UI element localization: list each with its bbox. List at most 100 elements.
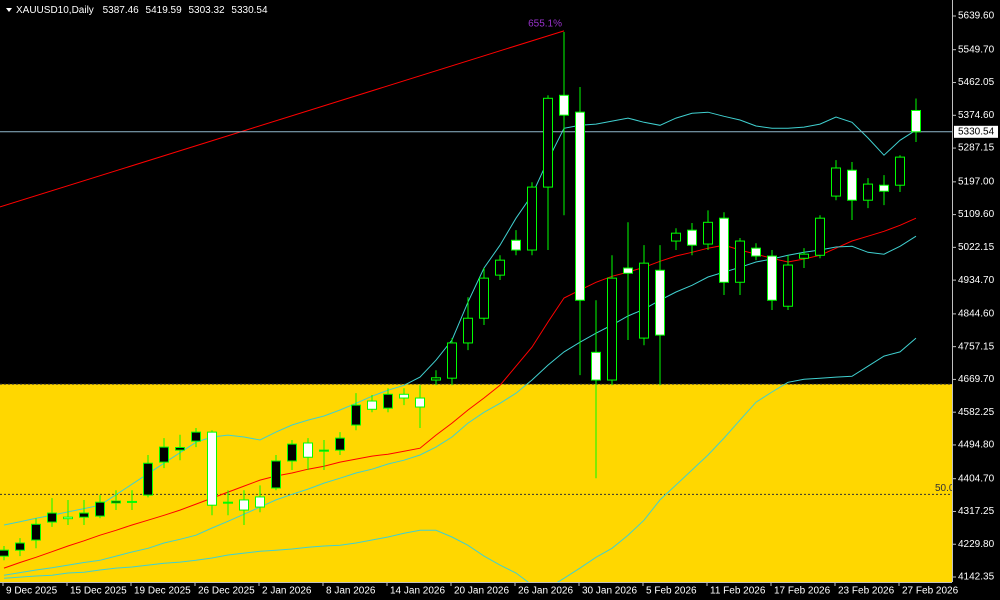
candle-body bbox=[607, 277, 617, 381]
candle-body bbox=[191, 431, 201, 442]
x-tick-label: 27 Feb 2026 bbox=[902, 586, 959, 597]
candle-body bbox=[383, 393, 393, 409]
candle-body bbox=[223, 501, 233, 504]
candle-body bbox=[95, 501, 105, 517]
candle-body bbox=[879, 184, 889, 192]
candle-body bbox=[31, 523, 41, 541]
candle-body bbox=[463, 317, 473, 344]
header-low: 5303.32 bbox=[188, 5, 225, 16]
x-tick-label: 8 Jan 2026 bbox=[326, 586, 376, 597]
candle-body bbox=[687, 229, 697, 246]
y-tick-label: 5549.70 bbox=[958, 44, 995, 55]
candle-body bbox=[863, 183, 873, 201]
candle-body bbox=[895, 156, 905, 186]
x-tick-label: 17 Feb 2026 bbox=[774, 586, 831, 597]
header-close: 5330.54 bbox=[231, 5, 268, 16]
candle-body bbox=[479, 277, 489, 319]
y-tick-label: 4229.80 bbox=[958, 539, 995, 550]
candle-body bbox=[447, 342, 457, 379]
candle-body bbox=[0, 549, 9, 557]
y-tick-label: 5287.15 bbox=[958, 143, 995, 154]
candle-body bbox=[431, 377, 441, 381]
candle-body bbox=[527, 186, 537, 251]
candle-body bbox=[703, 221, 713, 245]
fib-level-label: 50.0 bbox=[935, 483, 955, 494]
chart-header: XAUUSD10,Daily 5387.46 5419.59 5303.32 5… bbox=[16, 5, 268, 16]
indicator-line bbox=[3, 337, 917, 582]
candle-body bbox=[815, 217, 825, 256]
candle-body bbox=[767, 255, 777, 301]
y-tick-label: 4142.35 bbox=[958, 572, 995, 583]
candle-body bbox=[591, 351, 601, 381]
x-tick-label: 9 Dec 2025 bbox=[6, 586, 58, 597]
candle-body bbox=[79, 512, 89, 518]
indicator-line bbox=[3, 235, 917, 576]
y-tick-label: 5374.60 bbox=[958, 110, 995, 121]
candle-body bbox=[495, 259, 505, 276]
candle-body bbox=[847, 169, 857, 201]
y-tick-label: 4404.70 bbox=[958, 473, 995, 484]
y-tick-label: 5022.15 bbox=[958, 242, 995, 253]
x-tick-label: 23 Feb 2026 bbox=[838, 586, 895, 597]
plot-area: 50.0 655.1% bbox=[0, 18, 955, 582]
candle-body bbox=[351, 404, 361, 426]
y-tick-label: 4844.60 bbox=[958, 309, 995, 320]
candle-body bbox=[159, 446, 169, 463]
candle-body bbox=[511, 239, 521, 251]
candle-body bbox=[15, 542, 25, 551]
y-tick-label: 4934.70 bbox=[958, 275, 995, 286]
header-open: 5387.46 bbox=[103, 5, 140, 16]
menu-triangle bbox=[6, 8, 12, 12]
y-tick-label: 5639.60 bbox=[958, 11, 995, 22]
y-tick-label: 4494.80 bbox=[958, 440, 995, 451]
candle-body bbox=[271, 460, 281, 489]
candle-body bbox=[319, 449, 329, 452]
candle-body bbox=[831, 167, 841, 197]
y-tick-label: 4317.25 bbox=[958, 506, 995, 517]
candle-body bbox=[911, 109, 921, 133]
x-tick-label: 11 Feb 2026 bbox=[710, 586, 766, 597]
trendline-label: 655.1% bbox=[528, 18, 562, 29]
x-tick-label: 5 Feb 2026 bbox=[646, 586, 697, 597]
x-tick-label: 26 Jan 2026 bbox=[518, 586, 573, 597]
candle-body bbox=[719, 217, 729, 283]
candle-body bbox=[303, 442, 313, 458]
candle-body bbox=[751, 247, 761, 257]
x-tick-label: 2 Jan 2026 bbox=[262, 586, 312, 597]
trendline bbox=[0, 30, 565, 208]
candle-body bbox=[207, 431, 217, 506]
candle-body bbox=[655, 269, 665, 336]
price-label-box bbox=[954, 125, 998, 138]
candle-body bbox=[239, 499, 249, 511]
x-tick-label: 15 Dec 2025 bbox=[70, 586, 127, 597]
header-high: 5419.59 bbox=[146, 5, 183, 16]
candle-body bbox=[639, 262, 649, 339]
price-label: 5330.54 bbox=[958, 126, 995, 137]
candle-body bbox=[799, 253, 809, 259]
candle-body bbox=[111, 500, 121, 504]
x-tick-label: 14 Jan 2026 bbox=[390, 586, 445, 597]
x-tick-label: 30 Jan 2026 bbox=[582, 586, 637, 597]
candle-body bbox=[543, 97, 553, 188]
y-tick-label: 4582.25 bbox=[958, 407, 995, 418]
candle-body bbox=[255, 496, 265, 508]
candle-body bbox=[127, 500, 137, 503]
candle-body bbox=[783, 264, 793, 307]
x-tick-label: 26 Dec 2025 bbox=[198, 586, 255, 597]
candle-body bbox=[399, 393, 409, 399]
y-tick-label: 4669.70 bbox=[958, 374, 995, 385]
candle-body bbox=[175, 446, 185, 451]
indicator-line bbox=[3, 111, 917, 526]
candle-body bbox=[575, 111, 585, 301]
candle-body bbox=[559, 94, 569, 116]
y-tick-label: 4757.15 bbox=[958, 341, 995, 352]
x-tick-label: 20 Jan 2026 bbox=[454, 586, 509, 597]
candle-body bbox=[47, 512, 57, 523]
candle-body bbox=[623, 267, 633, 274]
candle-body bbox=[287, 443, 297, 462]
y-tick-label: 5109.60 bbox=[958, 209, 995, 220]
axes: 5639.60 5549.70 5462.05 5374.60 5287.15 5197.… bbox=[2, 11, 998, 597]
zone bbox=[0, 384, 952, 582]
candle-body bbox=[63, 516, 73, 520]
